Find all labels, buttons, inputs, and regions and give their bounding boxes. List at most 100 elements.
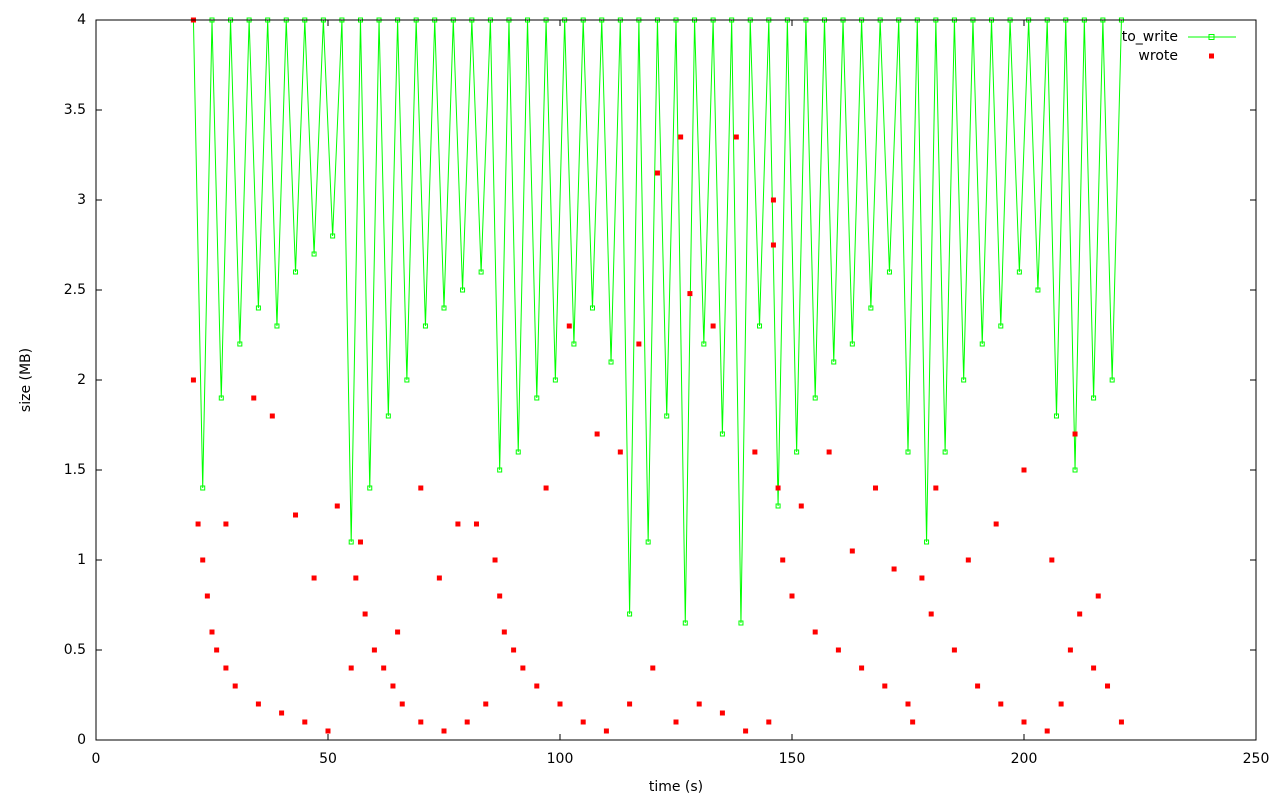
y-tick-label: 3 — [77, 192, 86, 208]
line-point — [775, 503, 781, 509]
point — [687, 291, 693, 297]
line-point — [237, 341, 243, 347]
line-point — [682, 620, 688, 626]
point — [780, 557, 786, 563]
point — [798, 503, 804, 509]
point — [580, 719, 586, 725]
point — [557, 701, 563, 707]
point — [627, 701, 633, 707]
line-point — [367, 485, 373, 491]
line-point — [664, 413, 670, 419]
line-point — [1091, 395, 1097, 401]
line-point — [645, 539, 651, 545]
line-point — [385, 413, 391, 419]
point — [501, 629, 507, 635]
line-point — [979, 341, 985, 347]
point — [520, 665, 526, 671]
point — [357, 539, 363, 545]
point — [325, 728, 331, 734]
line-point — [348, 539, 354, 545]
line-point — [552, 377, 558, 383]
y-tick-label: 2 — [77, 372, 86, 388]
line-point — [478, 269, 484, 275]
point — [710, 323, 716, 329]
point — [891, 566, 897, 572]
line-point — [608, 359, 614, 365]
point — [1077, 611, 1083, 617]
line-point — [330, 233, 336, 239]
line-point — [1053, 413, 1059, 419]
point — [390, 683, 396, 689]
point — [566, 323, 572, 329]
line-point — [515, 449, 521, 455]
point — [195, 521, 201, 527]
point — [1067, 647, 1073, 653]
line-point — [274, 323, 280, 329]
line-point — [719, 431, 725, 437]
line-point — [627, 611, 633, 617]
point — [835, 647, 841, 653]
point — [492, 557, 498, 563]
point — [998, 701, 1004, 707]
point — [381, 665, 387, 671]
point — [534, 683, 540, 689]
point — [279, 710, 285, 716]
line-point — [1035, 287, 1041, 293]
line-point — [293, 269, 299, 275]
point — [770, 242, 776, 248]
point — [812, 629, 818, 635]
point — [311, 575, 317, 581]
line-point — [738, 620, 744, 626]
line-point — [942, 449, 948, 455]
line-point — [849, 341, 855, 347]
point — [910, 719, 916, 725]
point — [362, 611, 368, 617]
line-point — [886, 269, 892, 275]
point — [993, 521, 999, 527]
point — [678, 134, 684, 140]
line-point — [831, 359, 837, 365]
point — [859, 665, 865, 671]
line-point — [460, 287, 466, 293]
line-point — [961, 377, 967, 383]
point — [497, 593, 503, 599]
point — [543, 485, 549, 491]
x-tick-label: 150 — [779, 751, 806, 767]
line-point — [1072, 467, 1078, 473]
point — [1105, 683, 1111, 689]
line-point — [255, 305, 261, 311]
point — [1021, 467, 1027, 473]
point — [455, 521, 461, 527]
point — [766, 719, 772, 725]
point — [223, 521, 229, 527]
line-point — [1109, 377, 1115, 383]
point — [371, 647, 377, 653]
line-point — [218, 395, 224, 401]
point — [1058, 701, 1064, 707]
point — [775, 485, 781, 491]
point — [928, 611, 934, 617]
point — [1072, 431, 1078, 437]
y-tick-label: 4 — [77, 12, 86, 28]
line-point — [534, 395, 540, 401]
point — [673, 719, 679, 725]
point — [919, 575, 925, 581]
point — [334, 503, 340, 509]
point — [654, 170, 660, 176]
x-tick-label: 100 — [547, 751, 574, 767]
point — [743, 728, 749, 734]
point — [302, 719, 308, 725]
x-tick-label: 50 — [319, 751, 337, 767]
point — [733, 134, 739, 140]
point — [1118, 719, 1124, 725]
line-point — [998, 323, 1004, 329]
point — [594, 431, 600, 437]
point — [1095, 593, 1101, 599]
y-tick-label: 3.5 — [64, 102, 86, 118]
point — [348, 665, 354, 671]
point — [251, 395, 257, 401]
line-point — [905, 449, 911, 455]
line-point — [812, 395, 818, 401]
